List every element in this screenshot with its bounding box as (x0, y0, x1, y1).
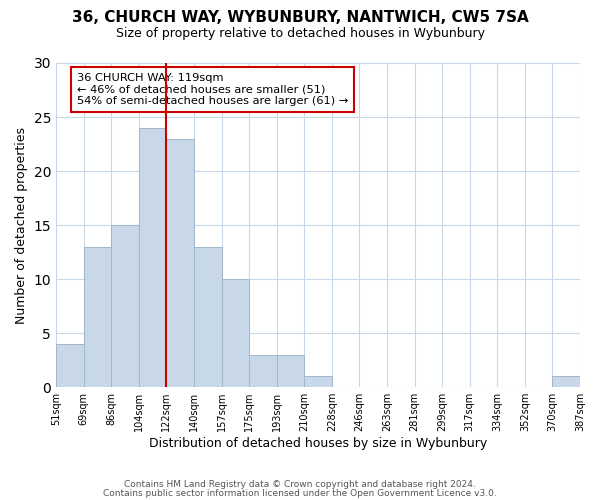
Bar (166, 138, 194, 387)
X-axis label: Distribution of detached houses by size in Wybunbury: Distribution of detached houses by size … (149, 437, 487, 450)
Text: 36, CHURCH WAY, WYBUNBURY, NANTWICH, CW5 7SA: 36, CHURCH WAY, WYBUNBURY, NANTWICH, CW5… (71, 10, 529, 25)
Bar (56, 344, 83, 387)
Bar (139, 128, 166, 387)
Bar (304, 376, 332, 387)
Text: Contains public sector information licensed under the Open Government Licence v3: Contains public sector information licen… (103, 489, 497, 498)
Bar (277, 355, 304, 387)
Bar (221, 279, 249, 387)
Bar (111, 225, 139, 387)
Bar (249, 355, 277, 387)
Text: Size of property relative to detached houses in Wybunbury: Size of property relative to detached ho… (115, 28, 485, 40)
Text: 36 CHURCH WAY: 119sqm
← 46% of detached houses are smaller (51)
54% of semi-deta: 36 CHURCH WAY: 119sqm ← 46% of detached … (77, 72, 348, 106)
Bar (194, 246, 221, 387)
Y-axis label: Number of detached properties: Number of detached properties (15, 126, 28, 324)
Bar (83, 246, 111, 387)
Text: Contains HM Land Registry data © Crown copyright and database right 2024.: Contains HM Land Registry data © Crown c… (124, 480, 476, 489)
Bar (553, 376, 580, 387)
